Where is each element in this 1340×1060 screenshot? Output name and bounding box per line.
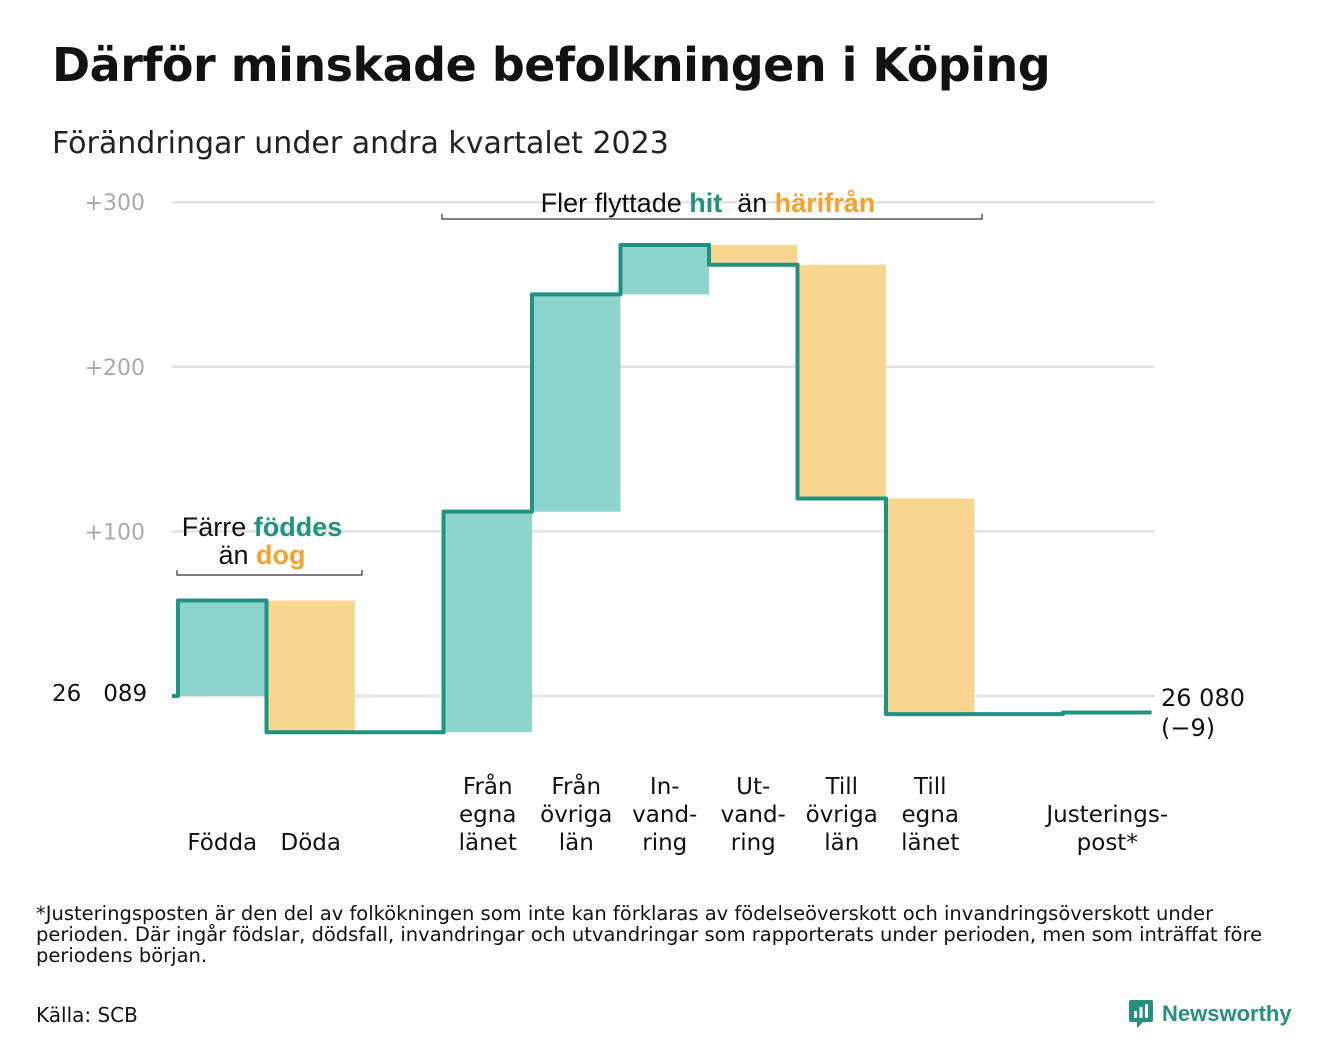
category-label-6: Ut-vand-ring bbox=[721, 774, 786, 856]
category-label-5: In-vand-ring bbox=[632, 774, 697, 856]
bar-6 bbox=[711, 244, 798, 265]
category-label-8: Till egna länet bbox=[901, 774, 959, 856]
annotation-1-line-0: Fler flyttade hit än härifrån bbox=[541, 188, 876, 218]
y-tick-label-0: +100 bbox=[85, 520, 145, 545]
end-value-label: 26 080 bbox=[1161, 684, 1245, 712]
end-change-label: (−9) bbox=[1161, 714, 1215, 742]
waterfall-chart: +100 +200 +300 Födda Döda Från egna länet Från ö… bbox=[52, 188, 1245, 856]
annotation-0-line-1: än dog bbox=[218, 540, 305, 570]
bar-5 bbox=[622, 244, 709, 295]
annotation-bracket-1 bbox=[441, 214, 983, 220]
cumulative-line bbox=[172, 242, 1152, 735]
bar-8 bbox=[888, 498, 975, 715]
bar-3 bbox=[445, 511, 532, 733]
annotation-0-seg-1: föddes bbox=[254, 512, 343, 542]
start-value-label: 26 089 bbox=[52, 681, 147, 707]
category-label-4: Från övriga län bbox=[540, 772, 612, 856]
footnote: *Justeringsposten är den del av folkökni… bbox=[36, 902, 1263, 967]
brand-name: Newsworthy bbox=[1162, 1001, 1292, 1026]
category-label-0: Födda bbox=[187, 830, 257, 856]
category-label-7: Till övriga län bbox=[806, 774, 878, 856]
newsworthy-logo-icon bbox=[1129, 1000, 1153, 1028]
bars bbox=[180, 244, 1152, 733]
step-line bbox=[172, 242, 1152, 735]
y-tick-label-1: +200 bbox=[85, 356, 145, 381]
chart-title: Därför minskade befolkningen i Köping bbox=[52, 38, 1051, 92]
brand: Newsworthy bbox=[1128, 998, 1292, 1030]
annotation-1-seg-1: hit bbox=[689, 188, 722, 218]
bar-4 bbox=[534, 294, 621, 512]
annotation-0-seg-1: dog bbox=[256, 540, 305, 570]
category-label-1: Döda bbox=[281, 830, 341, 856]
chart-subtitle: Förändringar under andra kvartalet 2023 bbox=[52, 126, 669, 161]
annotation-1-seg-3: härifrån bbox=[775, 188, 876, 218]
annotation-0-seg-0: Färre bbox=[182, 512, 254, 542]
annotation-0-seg-0: än bbox=[218, 540, 256, 570]
source-note: Källa: SCB bbox=[36, 1003, 138, 1027]
annotation-0-line-0: Färre föddes bbox=[182, 512, 343, 542]
bar-7 bbox=[799, 264, 886, 499]
x-axis-labels: Födda Döda Från egna länet Från övriga län In-va… bbox=[52, 681, 1245, 856]
category-label-3: Från egna länet bbox=[459, 772, 517, 856]
bar-0 bbox=[180, 600, 267, 696]
y-tick-label-2: +300 bbox=[85, 191, 145, 216]
category-label-10: Justerings-post* bbox=[1044, 802, 1168, 856]
y-axis-ticks: +100 +200 +300 bbox=[85, 191, 145, 545]
annotation-bracket-0 bbox=[176, 570, 363, 576]
bar-1 bbox=[268, 600, 355, 733]
annotation-1-seg-0: Fler flyttade bbox=[541, 188, 690, 218]
annotation-1-seg-2: än bbox=[722, 188, 775, 218]
